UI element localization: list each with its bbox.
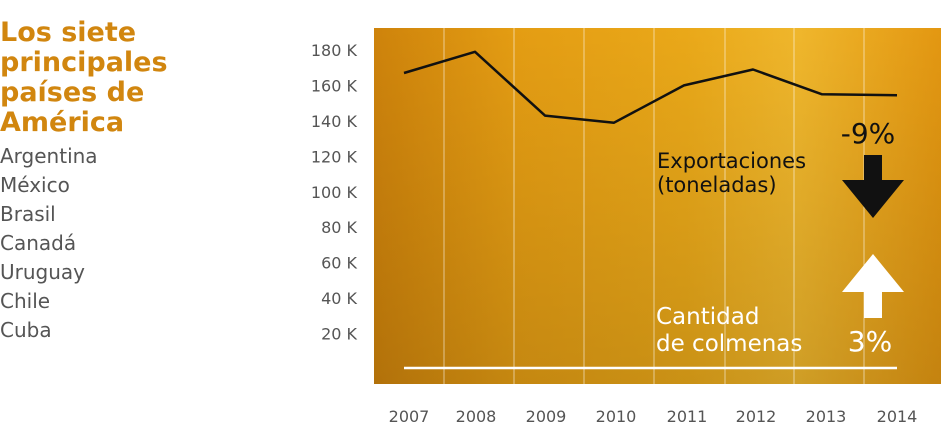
up-arrow-icon xyxy=(842,254,904,318)
x-tick-label: 2010 xyxy=(596,407,637,426)
y-tick-label: 80 K xyxy=(321,218,357,237)
hives-change-label: 3% xyxy=(848,325,892,358)
exports-label-line2: (toneladas) xyxy=(657,173,777,197)
country-item: Uruguay xyxy=(0,260,85,284)
x-tick-label: 2008 xyxy=(456,407,497,426)
y-tick-label: 140 K xyxy=(311,112,358,131)
y-tick-label: 120 K xyxy=(311,147,358,166)
country-item: México xyxy=(0,173,70,197)
x-tick-label: 2011 xyxy=(667,407,708,426)
x-tick-label: 2009 xyxy=(526,407,567,426)
plot-shade xyxy=(374,28,941,384)
y-tick-label: 180 K xyxy=(311,41,358,60)
sidebar-heading: Los siete principales países de América xyxy=(0,17,168,138)
exports-label-line1: Exportaciones xyxy=(657,149,806,173)
exports-line xyxy=(403,50,898,124)
country-item: Cuba xyxy=(0,318,52,342)
country-item: Canadá xyxy=(0,231,77,255)
hives-label-line2: de colmenas xyxy=(656,331,802,357)
hives-label-line1: Cantidad xyxy=(656,304,759,330)
x-tick-label: 2014 xyxy=(877,407,918,426)
country-item: Brasil xyxy=(0,202,56,226)
country-item: Argentina xyxy=(0,144,98,168)
y-tick-label: 20 K xyxy=(321,325,357,344)
y-tick-label: 60 K xyxy=(321,254,357,273)
down-arrow-icon xyxy=(842,155,904,218)
x-tick-label: 2012 xyxy=(736,407,777,426)
x-tick-label: 2007 xyxy=(389,407,430,426)
x-tick-label: 2013 xyxy=(806,407,847,426)
y-tick-label: 160 K xyxy=(311,76,358,95)
y-tick-label: 40 K xyxy=(321,289,357,308)
country-list: Argentina México Brasil Canadá Uruguay C… xyxy=(0,142,300,345)
y-tick-label: 100 K xyxy=(311,183,358,202)
exports-change-label: -9% xyxy=(841,117,896,150)
sidebar: Los siete principales países de América … xyxy=(0,18,300,345)
country-item: Chile xyxy=(0,289,51,313)
